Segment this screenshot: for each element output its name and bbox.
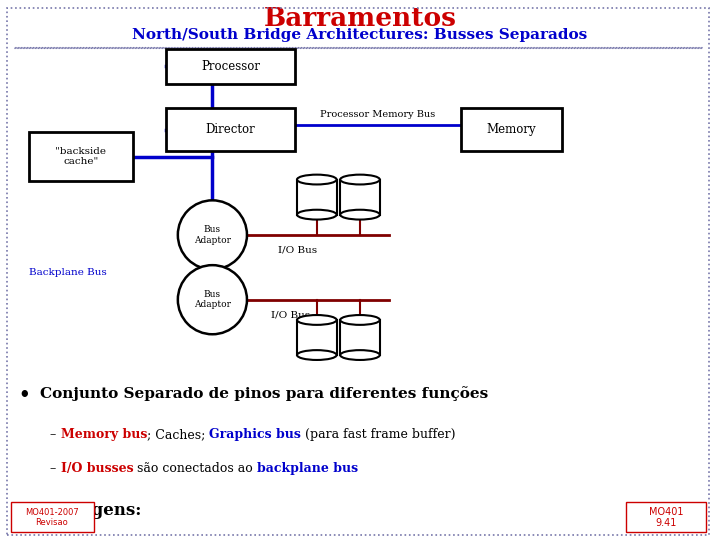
Bar bbox=[166, 49, 295, 84]
Text: (para fast frame buffer): (para fast frame buffer) bbox=[301, 428, 456, 441]
Ellipse shape bbox=[340, 174, 380, 185]
Text: I/O busses: I/O busses bbox=[60, 462, 133, 475]
Text: ; Caches;: ; Caches; bbox=[147, 428, 210, 441]
Text: Barramentos: Barramentos bbox=[264, 6, 456, 31]
Text: Processor: Processor bbox=[201, 59, 260, 73]
Bar bbox=[11, 502, 94, 532]
Text: MO401-2007
Revisao: MO401-2007 Revisao bbox=[25, 508, 78, 527]
Text: North/South Bridge Architectures: Busses Separados: North/South Bridge Architectures: Busses… bbox=[132, 28, 588, 42]
Ellipse shape bbox=[297, 210, 337, 220]
Text: Bus
Adaptor: Bus Adaptor bbox=[194, 225, 231, 245]
Bar bbox=[626, 502, 706, 532]
Ellipse shape bbox=[297, 174, 337, 185]
Text: Graphics bus: Graphics bus bbox=[210, 428, 301, 441]
Ellipse shape bbox=[297, 315, 337, 325]
Text: backplane bus: backplane bus bbox=[257, 462, 358, 475]
Ellipse shape bbox=[340, 350, 380, 360]
Text: I/O Bus: I/O Bus bbox=[278, 246, 317, 255]
Text: Director: Director bbox=[205, 123, 256, 136]
FancyBboxPatch shape bbox=[14, 47, 702, 48]
Text: I/O Bus: I/O Bus bbox=[271, 310, 310, 320]
Bar bbox=[29, 132, 133, 181]
Bar bbox=[166, 108, 295, 151]
Text: •: • bbox=[18, 386, 30, 404]
Text: MO401
9.41: MO401 9.41 bbox=[649, 507, 683, 528]
Text: Bus
Adaptor: Bus Adaptor bbox=[194, 290, 231, 309]
Text: –: – bbox=[50, 428, 60, 441]
Text: "backside
cache": "backside cache" bbox=[55, 147, 107, 166]
Ellipse shape bbox=[340, 315, 380, 325]
Ellipse shape bbox=[178, 200, 247, 269]
Text: são conectados ao: são conectados ao bbox=[133, 462, 257, 475]
Ellipse shape bbox=[340, 210, 380, 220]
Text: Vantagens:: Vantagens: bbox=[40, 502, 142, 519]
Text: Processor Memory Bus: Processor Memory Bus bbox=[320, 110, 436, 119]
Text: Conjunto Separado de pinos para diferentes funções: Conjunto Separado de pinos para diferent… bbox=[40, 386, 488, 401]
Text: –: – bbox=[50, 462, 60, 475]
Ellipse shape bbox=[178, 265, 247, 334]
Ellipse shape bbox=[297, 350, 337, 360]
Text: Backplane Bus: Backplane Bus bbox=[29, 268, 107, 277]
Text: •: • bbox=[18, 502, 30, 520]
Text: Memory: Memory bbox=[487, 123, 536, 136]
Bar bbox=[461, 108, 562, 151]
Text: Memory bus: Memory bus bbox=[60, 428, 147, 441]
